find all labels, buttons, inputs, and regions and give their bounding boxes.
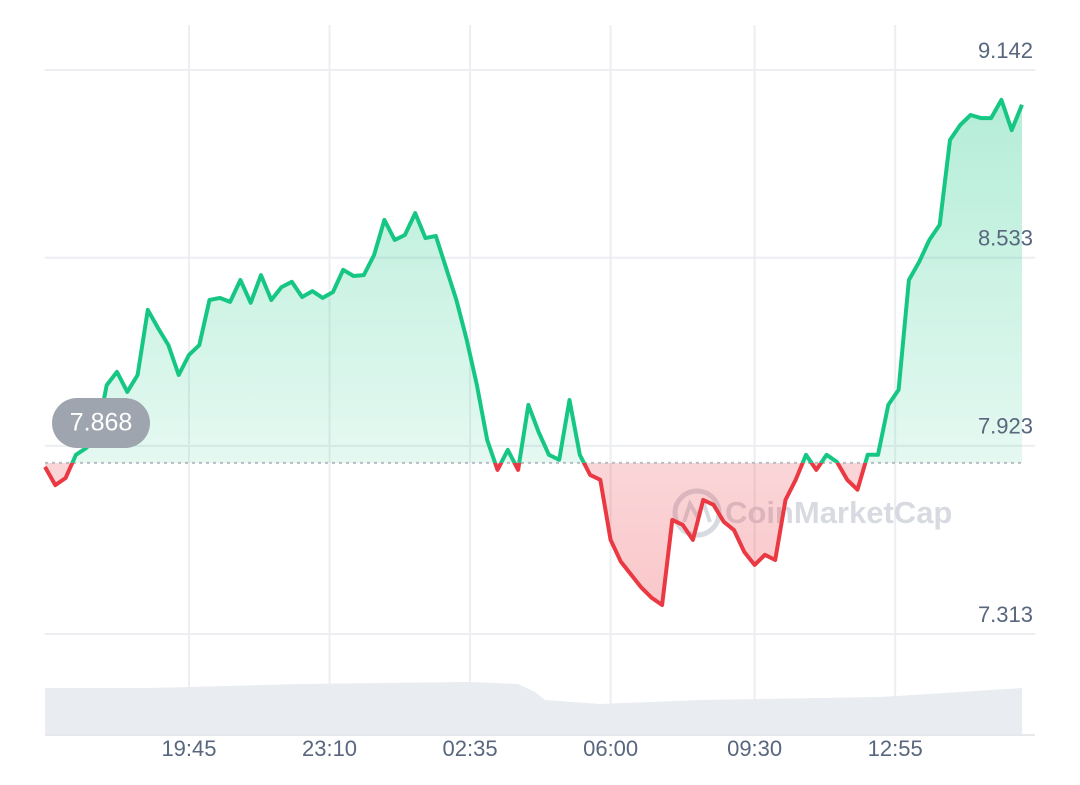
area-up bbox=[45, 99, 1022, 463]
area-down bbox=[45, 462, 866, 605]
price-line-up bbox=[70, 97, 1024, 463]
y-tick-label: 7.313 bbox=[978, 602, 1033, 627]
plot bbox=[43, 97, 1024, 607]
y-tick-label: 9.142 bbox=[978, 38, 1033, 63]
price-line-down bbox=[43, 462, 868, 607]
x-tick-label: 09:30 bbox=[727, 736, 782, 761]
x-tick-label: 23:10 bbox=[302, 736, 357, 761]
price-badge: 7.868 bbox=[52, 398, 150, 448]
y-tick-label: 7.923 bbox=[978, 414, 1033, 439]
price-badge-bg bbox=[52, 398, 150, 448]
volume-band bbox=[45, 682, 1022, 735]
x-tick-label: 12:55 bbox=[868, 736, 923, 761]
x-tick-label: 02:35 bbox=[443, 736, 498, 761]
x-tick-label: 06:00 bbox=[583, 736, 638, 761]
y-tick-label: 8.533 bbox=[978, 226, 1033, 251]
x-tick-label: 19:45 bbox=[161, 736, 216, 761]
price-badge-text: 7.868 bbox=[70, 409, 133, 437]
